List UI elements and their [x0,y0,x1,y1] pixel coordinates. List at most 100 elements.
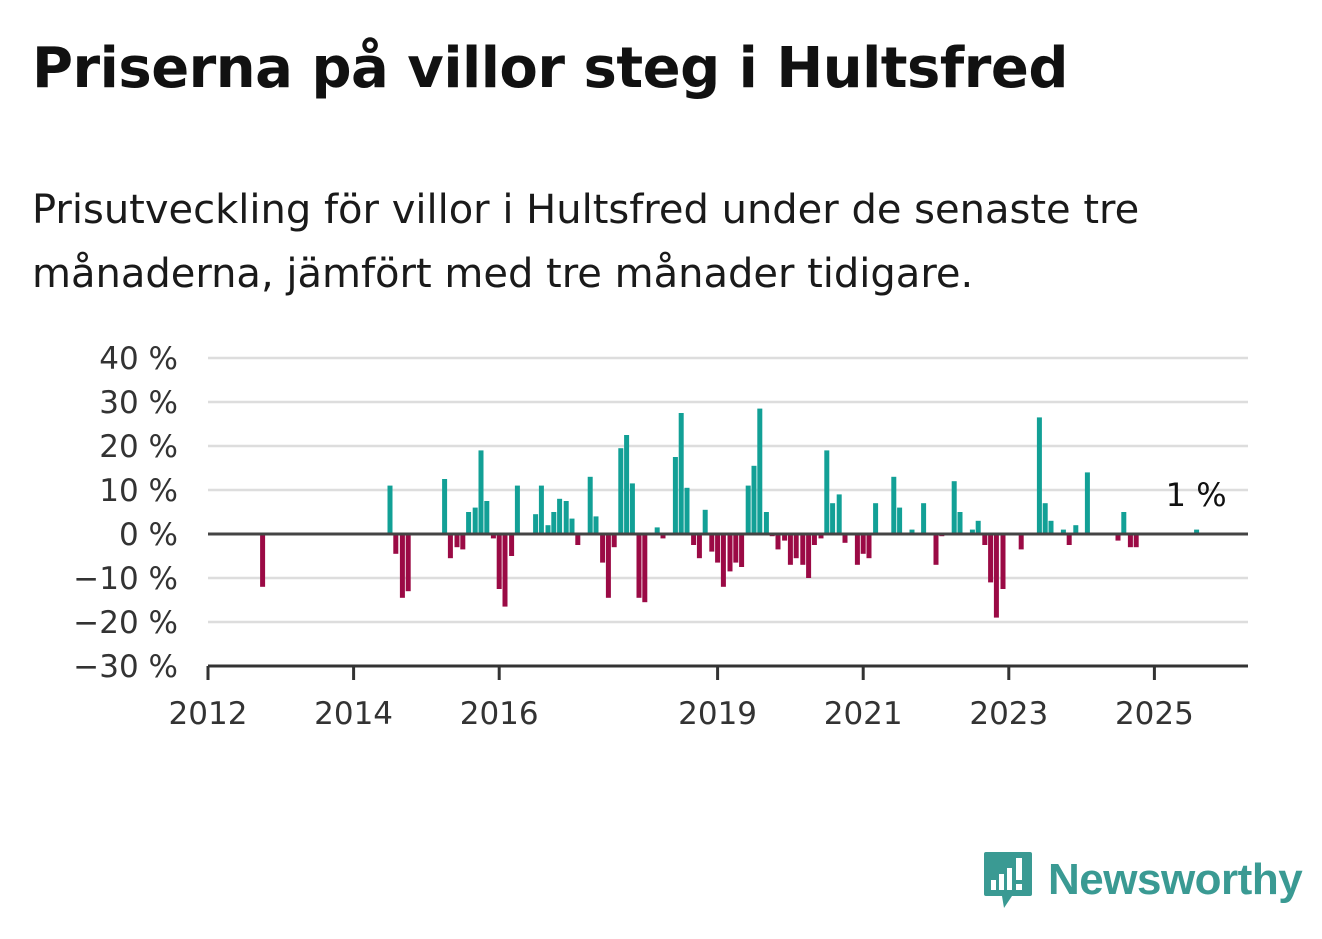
bar [460,534,466,550]
bar [1133,534,1139,548]
bar [587,476,593,534]
bar [1194,529,1200,534]
newsworthy-logo: Newsworthy [982,850,1303,910]
bar [891,476,897,534]
bar [715,534,721,563]
bar [496,534,502,589]
bar [727,534,733,572]
bar [982,534,988,545]
bar [1018,534,1024,550]
bars [260,408,1200,618]
bar [484,501,490,534]
bar [806,534,812,578]
bar [629,483,635,534]
x-tick-label: 2021 [824,696,903,732]
bar [611,534,617,548]
bar [1115,534,1121,541]
bar [393,534,399,554]
bar [538,485,544,534]
bar [502,534,508,607]
last-value-annotation: 1 % [1166,476,1227,514]
bar [672,457,678,534]
y-tick-label: 40 % [99,341,178,377]
y-tick-label: 0 % [119,517,178,553]
axes [206,532,1248,680]
page-title: Priserna på villor steg i Hultsfred [32,36,1068,101]
bar [921,503,927,534]
bar [387,485,393,534]
x-tick-label: 2025 [1115,696,1194,732]
bar [260,534,266,587]
bar [811,534,817,545]
bar [782,534,788,541]
bar [933,534,939,565]
bar [624,435,630,534]
bar [836,494,842,534]
x-tick-label: 2023 [969,696,1048,732]
bar [405,534,411,592]
bar [993,534,999,618]
bar [975,520,981,534]
bar [1127,534,1133,548]
bar [563,501,569,534]
bar [684,487,690,534]
bar [600,534,606,563]
bar [605,534,611,598]
bar [545,525,551,534]
x-tick-label: 2016 [460,696,539,732]
bar [618,448,624,534]
bar [842,534,848,543]
bar [551,512,557,534]
bar [757,408,763,534]
y-tick-label: −30 % [73,649,178,685]
bar [854,534,860,565]
bar [557,498,563,534]
bar [909,529,915,534]
y-tick-label: 30 % [99,385,178,421]
y-tick-label: −10 % [73,561,178,597]
bar [1066,534,1072,545]
bar [787,534,793,565]
bar [1036,417,1042,534]
bar [642,534,648,603]
y-axis-tick-labels: 40 % 30 % 20 % 10 % 0 % −10 % −20 % −30 % [73,341,178,685]
bar [569,518,575,534]
bar [988,534,994,583]
bar [575,534,581,545]
bar [1073,525,1079,534]
bar [447,534,453,559]
bar [824,450,830,534]
bar [702,509,708,534]
bar [1060,529,1066,534]
x-axis-tick-labels: 2012 2014 2016 2019 2021 2023 2025 [169,696,1194,732]
bar [490,534,496,539]
bar [399,534,405,598]
bar [751,465,757,534]
x-tick-label: 2019 [678,696,757,732]
bar [1084,472,1090,534]
bar [636,534,642,598]
bar [593,516,599,534]
bar [696,534,702,559]
bar [720,534,726,587]
bar [1042,503,1048,534]
y-tick-label: 10 % [99,473,178,509]
bar [860,534,866,554]
bar [818,534,824,539]
bar [830,503,836,534]
newsworthy-logo-icon [984,852,1032,908]
bar [709,534,715,552]
bar [691,534,697,545]
x-tick-label: 2012 [169,696,248,732]
bar [733,534,739,563]
bar [654,527,660,534]
newsworthy-logo-text: Newsworthy [1048,855,1303,904]
y-tick-label: −20 % [73,605,178,641]
bar [514,485,520,534]
bar [775,534,781,550]
bar [442,479,448,534]
bar [454,534,460,548]
bar [951,481,957,534]
bar [800,534,806,565]
